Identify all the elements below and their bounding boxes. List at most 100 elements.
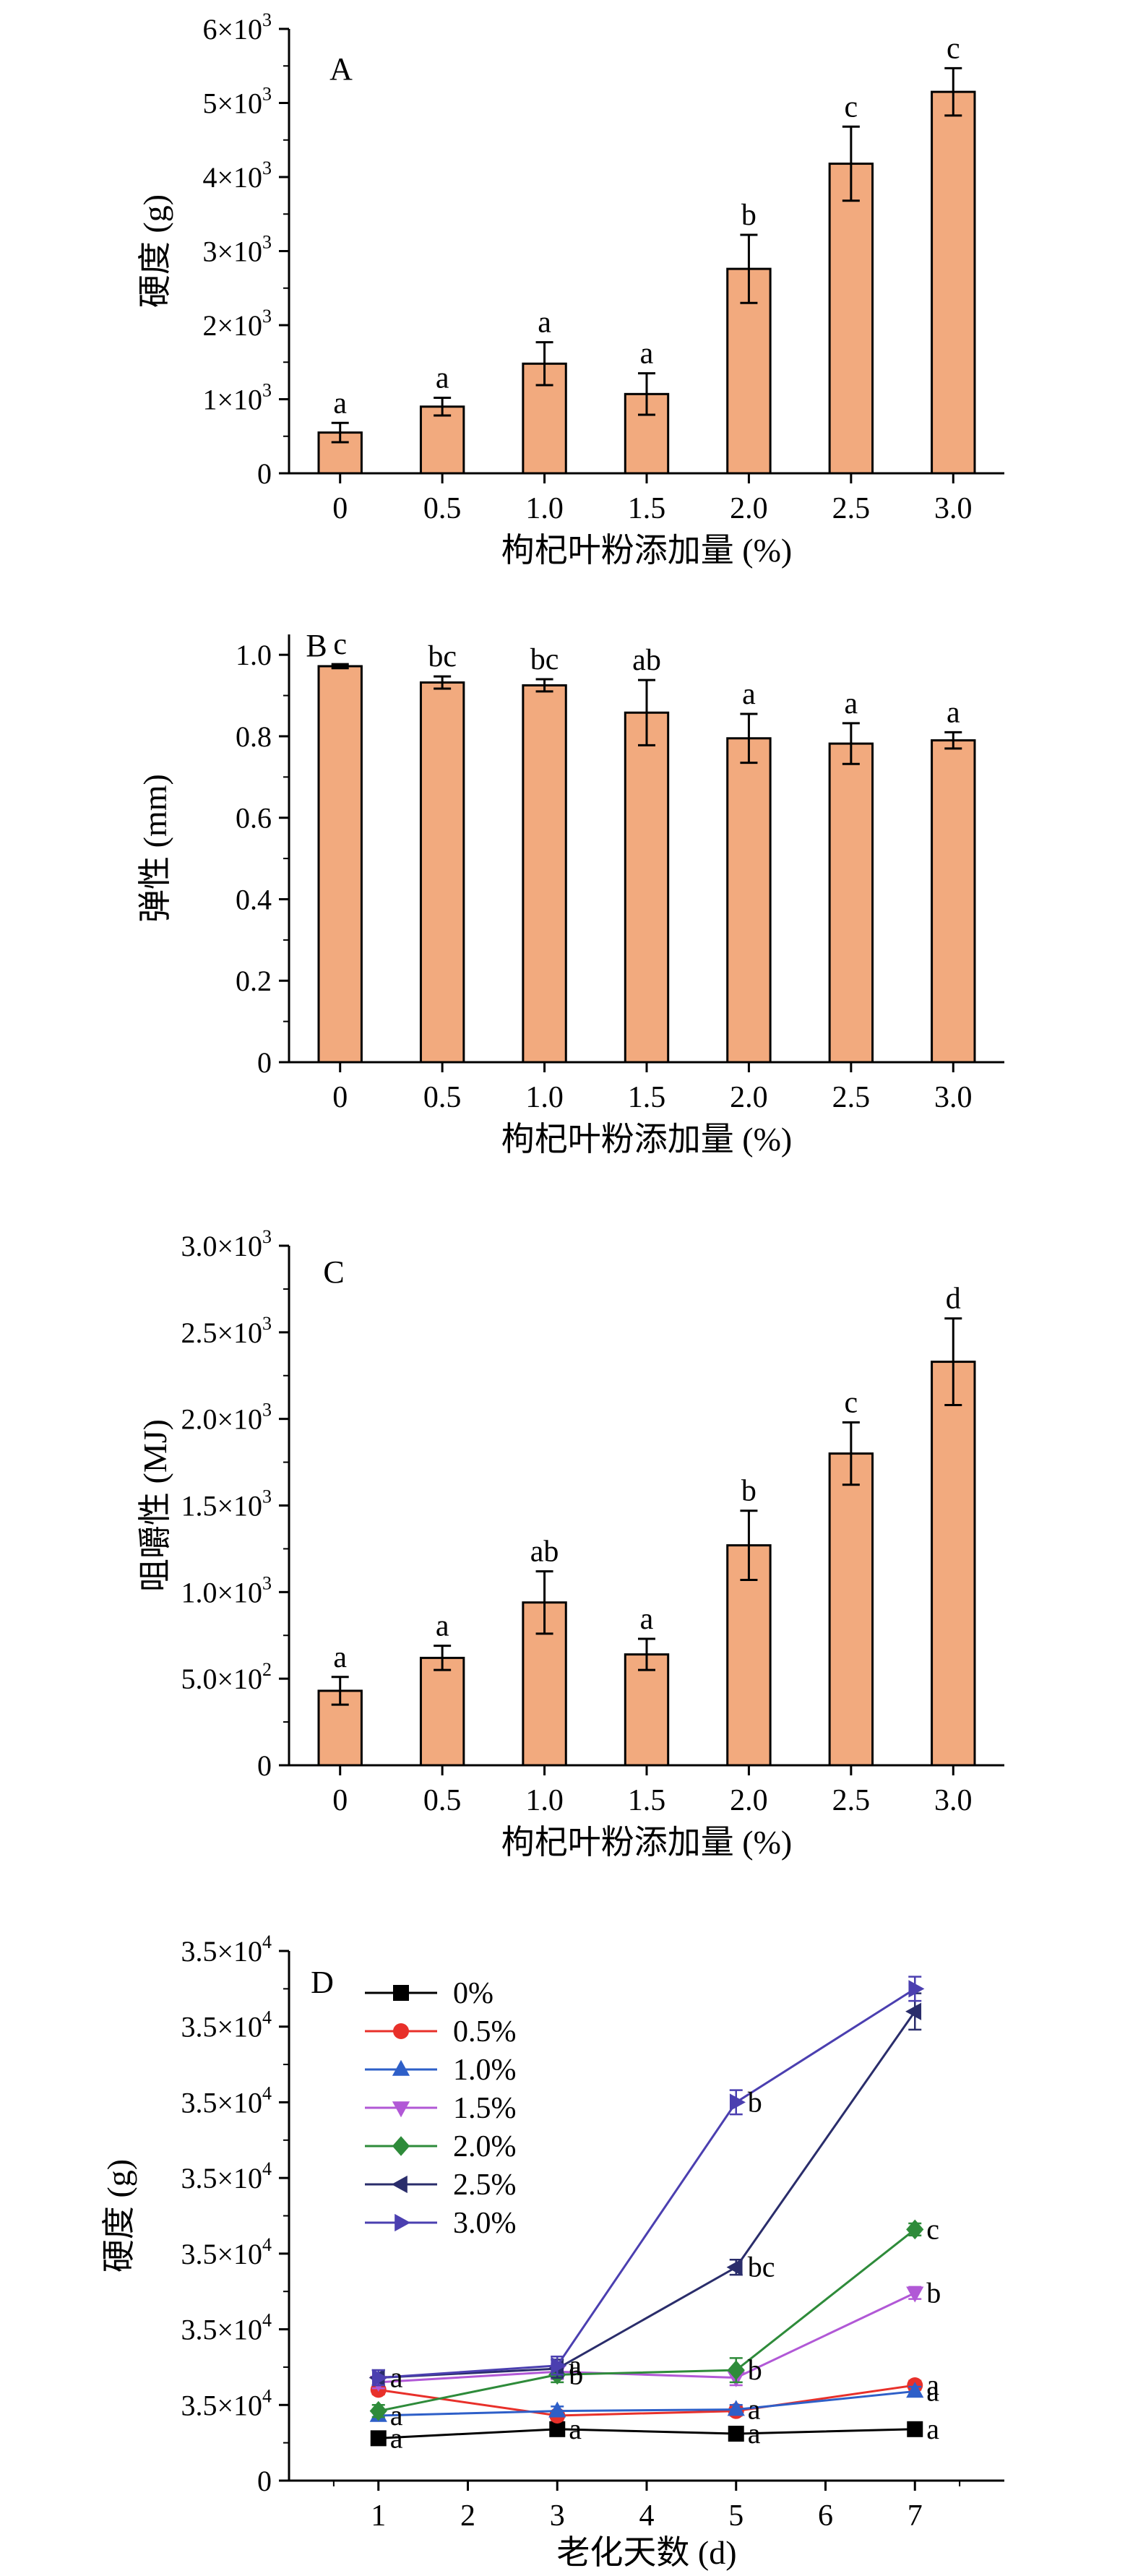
marker-triangle-left — [726, 2258, 743, 2276]
x-tick-label: 1.5 — [628, 492, 666, 525]
significance-letter: b — [926, 2276, 941, 2309]
x-tick-label: 2.0 — [730, 1081, 768, 1114]
marker-triangle-down — [392, 2101, 410, 2118]
marker-diamond — [906, 2219, 924, 2240]
significance-letter: a — [748, 2417, 761, 2450]
y-tick-label: 3.5×104 — [181, 1931, 272, 1968]
y-tick-label: 3.5×104 — [181, 2234, 272, 2270]
x-tick-label: 4 — [639, 2499, 655, 2533]
series-line — [378, 2390, 915, 2417]
x-axis-title: 枸杞叶粉添加量 (%) — [501, 532, 792, 569]
x-tick-label: 1.5 — [628, 1081, 666, 1114]
significance-letter: a — [436, 361, 449, 395]
bar-chart-B: 0 0.2 0.4 0.6 0.8 1.0 c 0 bc 0.5 bc 1.0 ab 1.5 a 2.0 a 2.… — [137, 628, 1004, 1158]
x-tick-label: 0.5 — [423, 1784, 462, 1817]
x-axis-title: 枸杞叶粉添加量 (%) — [501, 1824, 792, 1861]
marker-square — [549, 2421, 566, 2437]
y-tick-label: 4×103 — [202, 158, 272, 194]
marker-triangle-left — [391, 2175, 408, 2194]
marker-triangle-right — [395, 2213, 411, 2232]
legend-label: 1.0% — [453, 2054, 517, 2087]
significance-letter: c — [947, 32, 960, 65]
bar — [931, 90, 976, 475]
y-tick-label: 3.5×104 — [181, 2385, 272, 2421]
significance-letter: a — [390, 2361, 403, 2394]
y-tick-label: 0.8 — [236, 720, 272, 753]
series-line — [378, 1988, 916, 2379]
significance-letter: a — [436, 1610, 449, 1643]
y-tick-label: 3×103 — [202, 232, 272, 268]
marker-triangle-up — [727, 2400, 745, 2416]
bar — [931, 1361, 976, 1767]
x-tick-label: 1.0 — [525, 1784, 564, 1817]
y-axis-title: 弹性 (mm) — [137, 774, 173, 923]
bar — [624, 711, 670, 1064]
y-tick-label: 1.0×103 — [181, 1572, 272, 1608]
bar — [931, 739, 976, 1064]
y-tick-label: 0 — [257, 457, 272, 490]
x-tick-label: 1.5 — [628, 1784, 666, 1817]
significance-letter: a — [926, 2413, 939, 2445]
significance-letter: a — [845, 687, 858, 720]
y-axis-title: 硬度 (g) — [100, 2159, 137, 2273]
bar — [419, 681, 465, 1064]
y-tick-label: 3.0×103 — [181, 1226, 272, 1262]
significance-letter: b — [748, 2085, 762, 2118]
marker-triangle-up — [548, 2401, 566, 2418]
legend-label: 3.0% — [453, 2207, 517, 2240]
x-tick-label: 5 — [728, 2499, 743, 2533]
y-tick-label: 6×103 — [202, 9, 272, 46]
x-axis-title: 枸杞叶粉添加量 (%) — [501, 1121, 792, 1158]
series-line — [378, 2010, 916, 2379]
legend-label: 1.5% — [453, 2092, 517, 2125]
significance-letter: a — [640, 337, 654, 371]
significance-letter: c — [845, 90, 858, 124]
bar-chart-A: 0 1×103 2×103 3×103 4×103 5×103 6×103 a 0 a 0.5 a 1.… — [137, 9, 1004, 569]
bar — [317, 665, 363, 1064]
panel-label: C — [323, 1254, 344, 1290]
x-tick-label: 0 — [332, 1784, 348, 1817]
y-tick-label: 0.6 — [236, 802, 272, 835]
marker-square — [907, 2421, 923, 2437]
x-tick-label: 2.5 — [832, 492, 871, 525]
legend-label: 0.5% — [453, 2015, 517, 2049]
marker-circle — [393, 2023, 409, 2039]
significance-letter: bc — [748, 2251, 775, 2283]
y-tick-label: 1.5×103 — [181, 1486, 272, 1522]
marker-square — [393, 1985, 409, 2001]
significance-letter: ab — [632, 644, 661, 677]
marker-triangle-right — [371, 2369, 388, 2387]
x-tick-label: 1.0 — [525, 1081, 564, 1114]
significance-letter: bc — [428, 640, 457, 673]
series-line — [378, 2384, 915, 2417]
marker-square — [370, 2430, 387, 2447]
marker-triangle-right — [551, 2356, 567, 2374]
panel-label: D — [311, 1965, 334, 2000]
bar — [726, 737, 772, 1064]
x-tick-label: 1 — [371, 2499, 386, 2533]
x-tick-label: 3 — [550, 2499, 565, 2533]
legend-label: 0% — [453, 1977, 493, 2010]
y-tick-label: 0 — [257, 1749, 272, 1782]
x-tick-label: 6 — [818, 2499, 833, 2533]
marker-square — [728, 2426, 744, 2442]
x-tick-label: 3.0 — [934, 1784, 973, 1817]
significance-letter: a — [538, 306, 551, 340]
marker-diamond — [369, 2400, 387, 2421]
series-line — [378, 2291, 915, 2384]
significance-letter: a — [390, 2421, 403, 2454]
y-tick-label: 2.0×103 — [181, 1400, 272, 1436]
significance-letter: a — [742, 678, 756, 711]
significance-letter: a — [926, 2374, 939, 2407]
significance-letter: bc — [530, 643, 559, 676]
bar-chart-C: 0 5.0×102 1.0×103 1.5×103 2.0×103 2.5×103 3.0×… — [137, 1226, 1004, 1861]
y-tick-label: 3.5×104 — [181, 2007, 272, 2043]
marker-triangle-up — [906, 2382, 924, 2398]
y-tick-label: 5×103 — [202, 84, 272, 120]
marker-triangle-left — [905, 2002, 922, 2020]
significance-letter: a — [640, 1603, 654, 1636]
significance-letter: c — [333, 628, 347, 661]
marker-triangle-up — [392, 2059, 410, 2076]
significance-letter: a — [748, 2393, 761, 2426]
